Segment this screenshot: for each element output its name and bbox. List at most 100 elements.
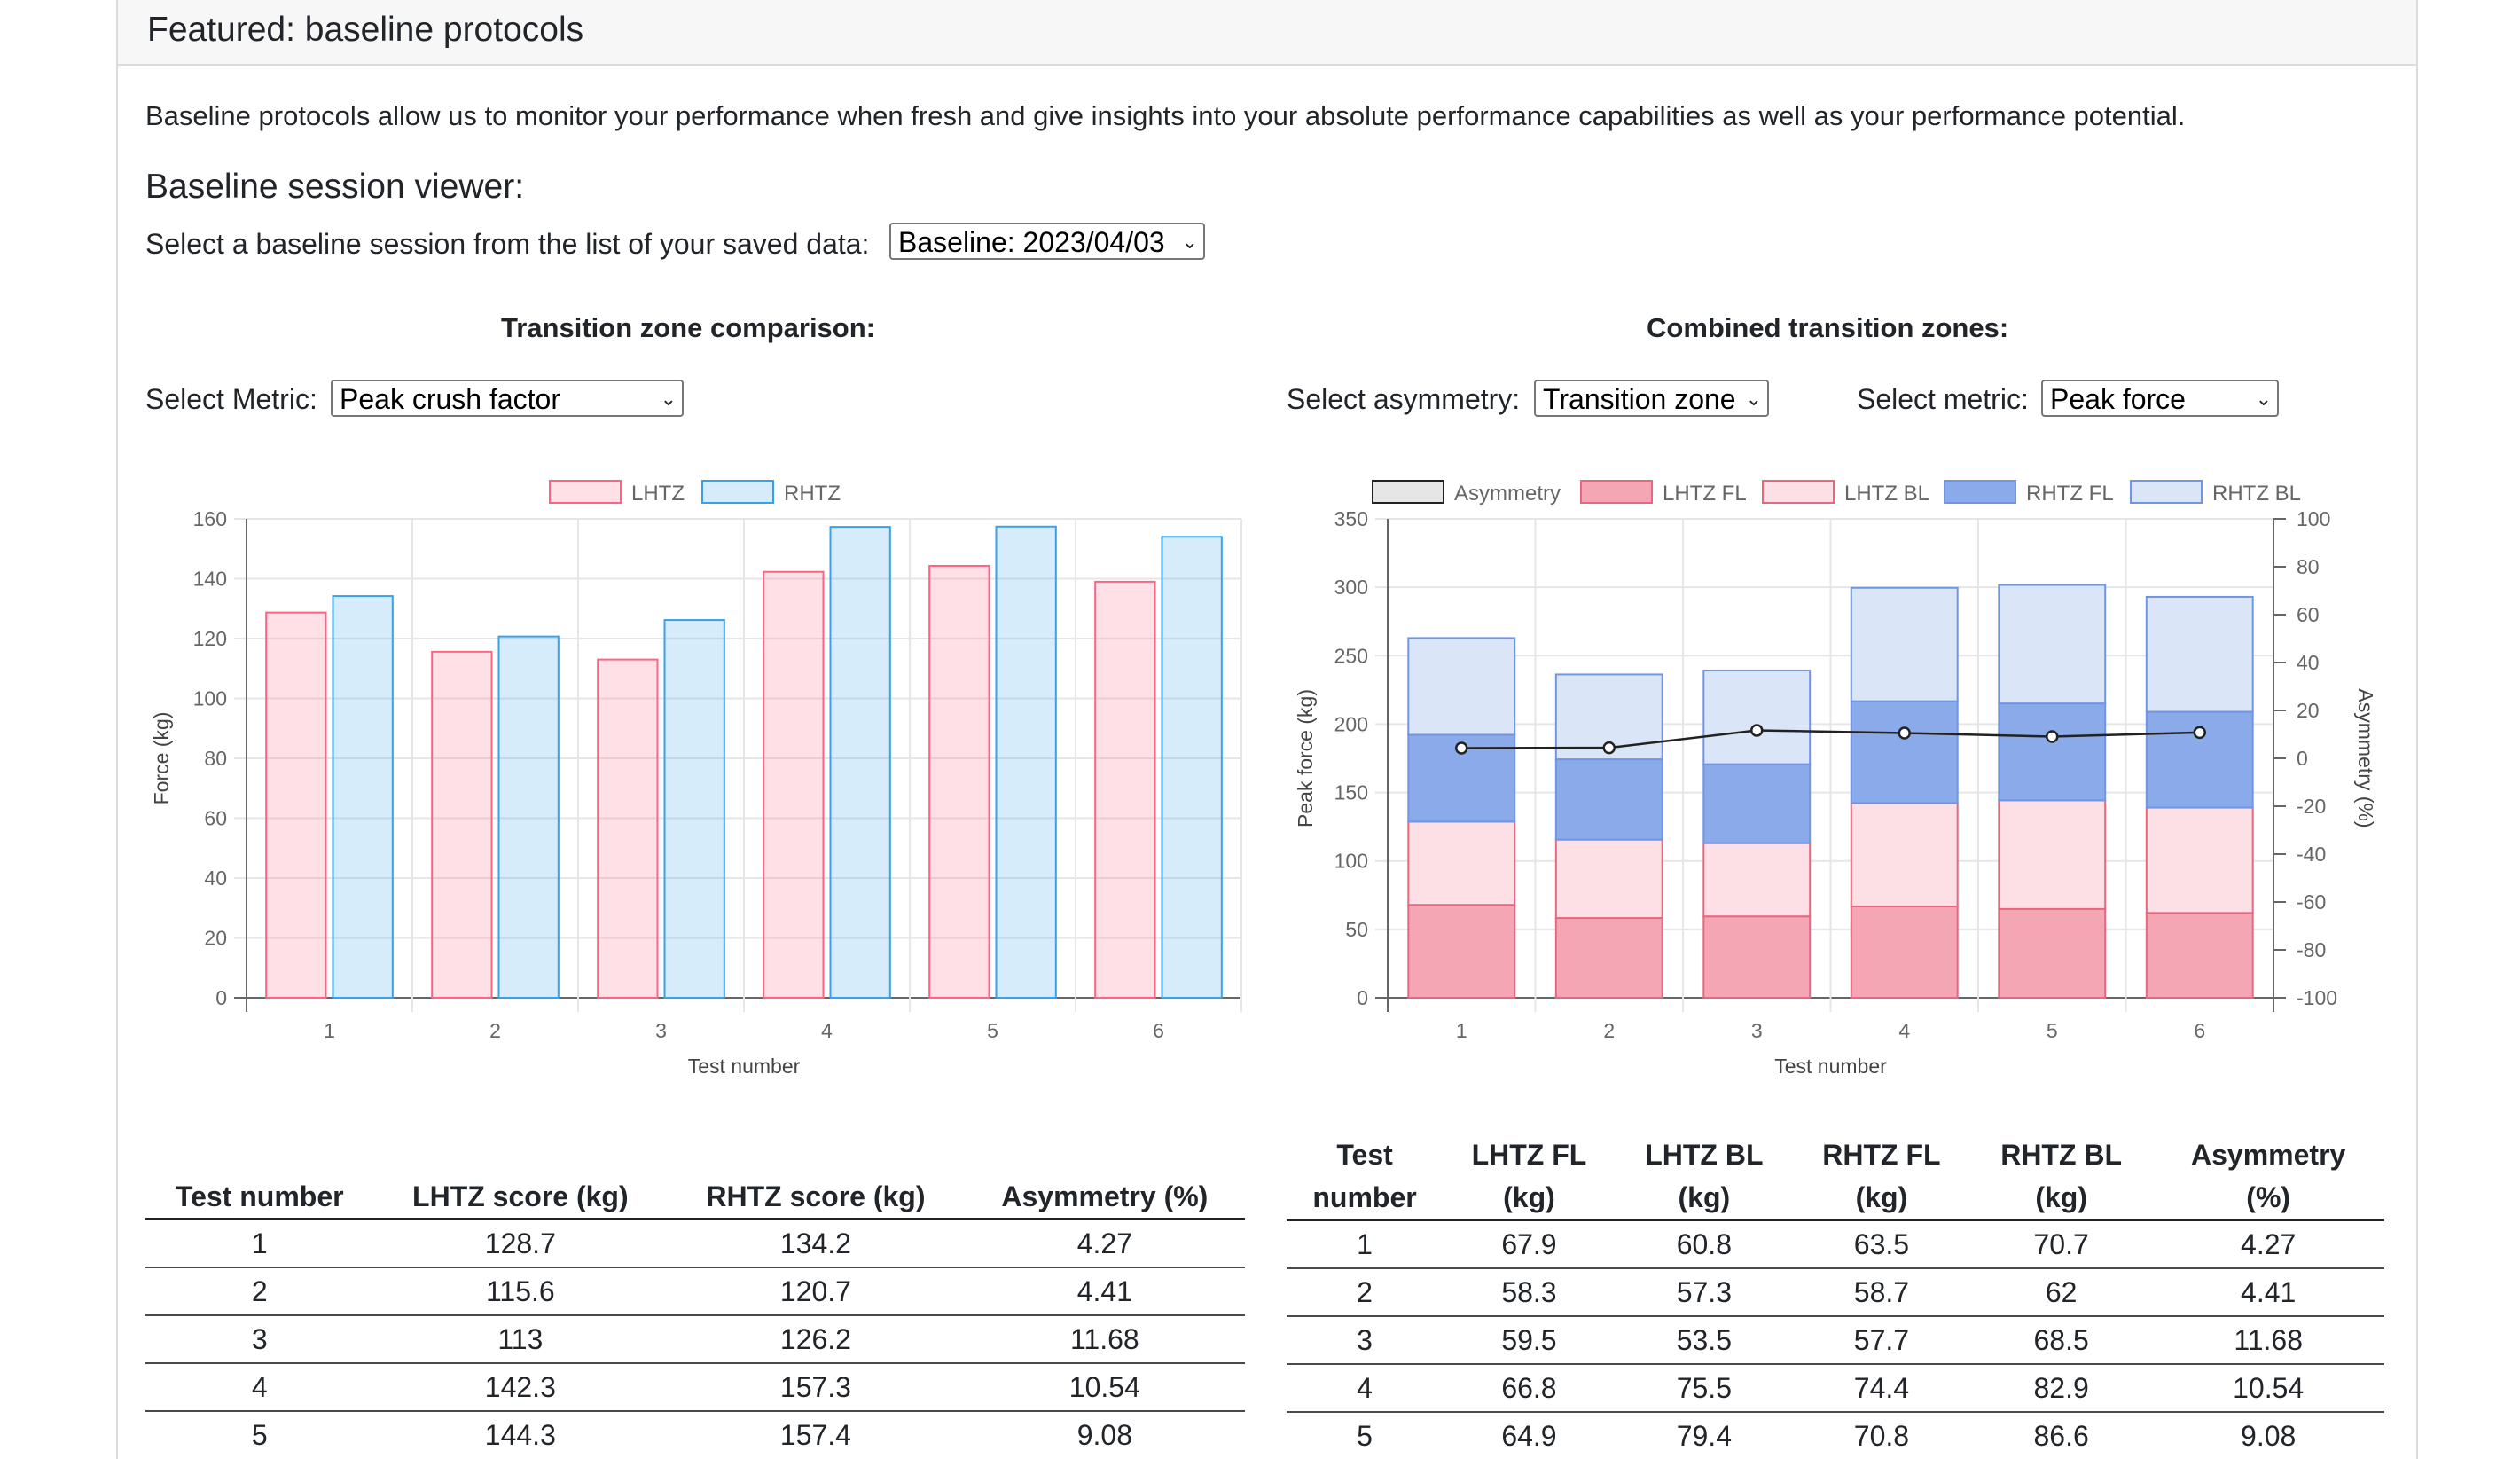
table-cell: 3 [145,1314,374,1363]
y2-tick-label: 40 [2297,651,2320,674]
session-select[interactable]: Baseline: 2023/04/03 ⌄ [889,223,1205,260]
table-cell: 1 [145,1218,374,1267]
y-tick-label: 150 [1334,781,1368,804]
table-cell: 120.7 [667,1267,965,1315]
table-cell: 4.41 [964,1267,1245,1315]
chevron-down-icon: ⌄ [1745,388,1762,410]
asymmetry-point [1898,726,1911,740]
bar-rhtz [497,635,560,999]
table-cell: 11.68 [2152,1315,2384,1364]
table-cell: 79.4 [1615,1411,1793,1459]
legend-label: LHTZ [631,482,685,506]
bar-segment-lhtz-bl [1998,799,2107,910]
intro-text: Baseline protocols allow us to monitor y… [145,100,2186,131]
bar-lhtz [763,570,825,1000]
table-header-line: (kg) [1678,1181,1731,1213]
bar-rhtz [332,595,394,999]
viewer-title: Baseline session viewer: [145,168,525,206]
bar-lhtz [431,650,493,999]
legend-label: RHTZ BL [2212,482,2301,506]
y-tick-label: 140 [193,568,227,591]
table-cell: 142.3 [373,1362,668,1411]
legend-swatch [2130,480,2203,504]
bar-segment-lhtz-bl [1702,842,1812,918]
x-tick-label: 1 [324,1019,335,1042]
bar-segment-lhtz-bl [1407,820,1516,906]
table-row: 3 59.5 53.5 57.7 68.5 11.68 [1287,1315,2384,1364]
bar-segment-rhtz-bl [2145,595,2254,713]
table-header-line: (%) [2246,1181,2291,1213]
right-metric-select[interactable]: Peak force ⌄ [2041,380,2279,417]
x-tick-label: 6 [2194,1019,2205,1042]
table-cell: 66.8 [1443,1363,1616,1412]
table-header: LHTZ BL (kg) [1615,1133,1793,1221]
table-cell: 2 [1287,1267,1444,1316]
table-cell: 11.68 [964,1314,1245,1363]
table-cell: 126.2 [667,1314,965,1363]
panel-header: Featured: baseline protocols [118,0,2416,66]
left-chart-heading: Transition zone comparison: [501,312,875,343]
table-cell: 58.7 [1792,1267,1970,1316]
chevron-down-icon: ⌄ [1181,231,1198,253]
bar-lhtz [1094,580,1156,999]
left-metric-label: Select Metric: [145,383,317,415]
x-tick-label: 2 [489,1019,501,1042]
x-axis-label: Test number [1774,1055,1887,1078]
y-tick-label: 80 [204,747,227,770]
x-tick-label: 2 [1603,1019,1615,1042]
table-cell: 9.08 [964,1410,1245,1458]
x-tick-label: 6 [1153,1019,1164,1042]
table-header: Asymmetry (%) [964,1175,1245,1220]
bar-segment-rhtz-bl [1850,586,1959,702]
table-header-line: RHTZ FL [1822,1139,1941,1171]
bar-segment-rhtz-fl [1850,700,1959,804]
y2-tick-label: 0 [2297,747,2308,770]
y2-tick-label: -60 [2297,890,2326,914]
bar-rhtz [663,619,725,999]
session-select-label: Select a baseline session from the list … [145,228,870,260]
table-cell: 57.3 [1615,1267,1793,1316]
table-row: 5 64.9 79.4 70.8 86.6 9.08 [1287,1411,2384,1459]
left-metric-select[interactable]: Peak crush factor ⌄ [331,380,684,417]
table-cell: 157.4 [667,1410,965,1458]
table-cell: 157.3 [667,1362,965,1411]
table-cell: 86.6 [1969,1411,2153,1459]
bar-rhtz [829,526,891,1000]
table-header-line: Test [1336,1139,1393,1171]
table-cell: 1 [1287,1219,1444,1268]
asymmetry-select[interactable]: Transition zone ⌄ [1534,380,1769,417]
panel-title: Featured: baseline protocols [147,11,584,49]
right-chart-heading: Combined transition zones: [1647,312,2009,343]
table-cell: 58.3 [1443,1267,1616,1316]
table-cell: 5 [145,1410,374,1458]
bar-rhtz [1161,536,1223,999]
asymmetry-line [1461,729,2200,749]
asymmetry-point [1602,741,1616,755]
y2-tick-label: -20 [2297,795,2326,818]
bar-segment-rhtz-fl [1407,733,1516,823]
x-tick-label: 3 [1751,1019,1763,1042]
table-cell: 4 [1287,1363,1444,1412]
bar-lhtz [265,611,327,999]
table-cell: 113 [373,1314,668,1363]
table-header: RHTZ BL (kg) [1969,1133,2153,1221]
y2-tick-label: 20 [2297,699,2320,722]
table-row: 4 142.3 157.3 10.54 [145,1362,1245,1411]
table-row: 3 113 126.2 11.68 [145,1314,1245,1363]
y-tick-label: 160 [193,507,227,530]
table-cell: 64.9 [1443,1411,1616,1459]
table-header-line: (kg) [2035,1181,2087,1213]
table-cell: 4.41 [2152,1267,2384,1316]
legend-swatch [549,480,622,504]
table-cell: 57.7 [1792,1315,1970,1364]
table-header: LHTZ FL (kg) [1443,1133,1616,1221]
table-cell: 67.9 [1443,1219,1616,1268]
transition-zone-chart: 0 20 40 60 80 100 120 140 160 1 2 3 4 5 6 Test number Fo… [150,480,1242,1078]
table-header: RHTZ FL (kg) [1792,1133,1970,1221]
table-cell: 59.5 [1443,1315,1616,1364]
right-metric-value: Peak force [2050,383,2186,415]
transition-zone-table: Test number LHTZ score (kg) RHTZ score (kg… [145,1175,1245,1458]
table-row: 1 128.7 134.2 4.27 [145,1218,1245,1267]
y2-tick-label: 60 [2297,603,2320,626]
y-tick-label: 100 [193,687,227,710]
